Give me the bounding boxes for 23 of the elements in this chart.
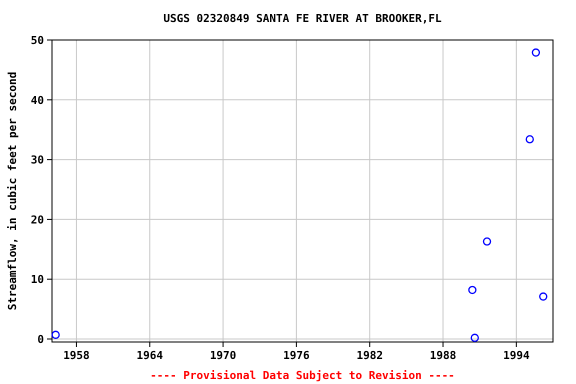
y-tick-label: 20: [30, 213, 44, 226]
y-tick-label: 10: [30, 273, 44, 286]
x-tick-label: 1982: [356, 349, 383, 362]
point: [539, 292, 548, 301]
chart-title: USGS 02320849 SANTA FE RIVER AT BROOKER,FL: [163, 12, 442, 25]
y-tick-label: 40: [30, 94, 44, 107]
y-tick-label: 30: [30, 154, 44, 167]
x-tick-label: 1976: [283, 349, 310, 362]
x-tick-label: 1964: [136, 349, 164, 362]
point: [468, 286, 476, 294]
x-tick-label: 1988: [430, 349, 456, 362]
point: [470, 334, 479, 342]
y-tick-label: 0: [37, 333, 44, 346]
point: [526, 135, 534, 144]
x-tick-label: 1994: [503, 349, 530, 362]
x-tick-label: 1970: [210, 349, 236, 362]
y-axis-title: Streamflow, in cubic feet per second: [6, 72, 19, 310]
y-tick-label: 50: [30, 34, 44, 47]
x-tick-label: 1958: [63, 349, 90, 362]
point: [482, 237, 492, 246]
point: [52, 330, 60, 339]
text: ---- Provisional Data Subject to Revision ----: [150, 369, 455, 382]
point: [532, 48, 540, 57]
